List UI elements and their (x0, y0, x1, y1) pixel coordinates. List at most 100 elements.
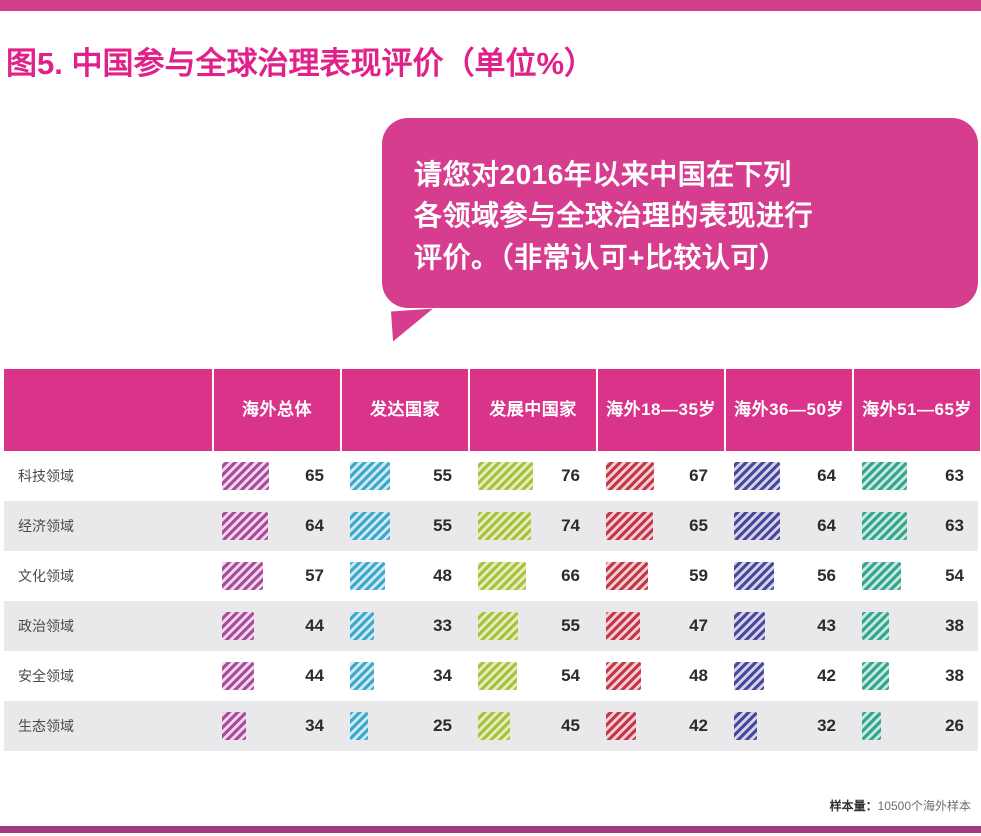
data-cell: 38 (852, 651, 978, 701)
table-header-cell: 海外 51—65岁 (854, 369, 980, 451)
value-bar (606, 662, 641, 690)
data-cell: 66 (468, 551, 594, 601)
data-cell: 64 (724, 501, 850, 551)
value-bar (350, 712, 368, 740)
data-cell: 67 (596, 451, 722, 501)
value-label: 45 (561, 716, 580, 735)
callout-bubble: 请您对2016年以来中国在下列 各领域参与全球治理的表现进行 评价。（非常认可+… (382, 118, 978, 342)
value-bar (478, 612, 518, 640)
value-bar (734, 662, 764, 690)
value-label: 65 (305, 466, 324, 485)
table-header-line: 51—65岁 (897, 399, 972, 419)
data-cell: 59 (596, 551, 722, 601)
value-label: 47 (689, 616, 708, 635)
data-cell: 44 (212, 601, 338, 651)
table-header-line: 海外 (734, 399, 770, 419)
data-cell: 54 (468, 651, 594, 701)
value-label: 33 (433, 616, 452, 635)
data-cell: 42 (724, 651, 850, 701)
data-cell: 55 (340, 451, 466, 501)
row-label: 政治领域 (18, 618, 74, 634)
value-bar (478, 562, 526, 590)
data-cell: 47 (596, 601, 722, 651)
value-bar (734, 512, 780, 540)
table-header-line: 海外 (606, 399, 642, 419)
data-cell: 64 (212, 501, 338, 551)
value-label: 76 (561, 466, 580, 485)
data-cell: 33 (340, 601, 466, 651)
value-bar (222, 662, 254, 690)
table-header-line: 国家 (541, 399, 577, 419)
data-cell: 63 (852, 501, 978, 551)
table-header-row: 海外总体 发达国家 发展中 国家 海外 18—35岁 海外 36—50岁 海外 51—6… (4, 369, 980, 451)
value-label: 43 (817, 616, 836, 635)
value-bar (350, 662, 374, 690)
value-bar (222, 562, 263, 590)
value-label: 56 (817, 566, 836, 585)
value-label: 34 (433, 666, 452, 685)
data-cell: 55 (468, 601, 594, 651)
data-cell: 26 (852, 701, 978, 751)
data-cell: 57 (212, 551, 338, 601)
data-cell: 38 (852, 601, 978, 651)
value-label: 54 (945, 566, 964, 585)
value-label: 66 (561, 566, 580, 585)
value-bar (862, 712, 881, 740)
value-label: 64 (817, 466, 836, 485)
value-label: 55 (433, 466, 452, 485)
row-label: 生态领域 (18, 718, 74, 734)
data-cell: 25 (340, 701, 466, 751)
value-label: 48 (689, 666, 708, 685)
data-cell: 64 (724, 451, 850, 501)
value-bar (734, 562, 774, 590)
data-cell: 55 (340, 501, 466, 551)
table-header-line: 发达国家 (370, 399, 440, 419)
value-bar (350, 562, 385, 590)
row-label: 文化领域 (18, 568, 74, 584)
table-row: 政治领域 44 33 55 47 43 38 (4, 601, 978, 651)
value-bar (862, 612, 889, 640)
value-bar (862, 462, 907, 490)
callout-bubble-tail (391, 308, 435, 342)
value-bar (478, 662, 517, 690)
value-label: 57 (305, 566, 324, 585)
row-label: 安全领域 (18, 668, 74, 684)
table-header-cell: 发展中 国家 (470, 369, 596, 451)
value-label: 25 (433, 716, 452, 735)
callout-line-3: 评价。（非常认可+比较认可） (414, 241, 788, 273)
value-label: 48 (433, 566, 452, 585)
value-label: 44 (305, 616, 324, 635)
table-row: 文化领域 57 48 66 59 56 54 (4, 551, 978, 601)
data-cell: 54 (852, 551, 978, 601)
value-label: 44 (305, 666, 324, 685)
table-row: 经济领域 64 55 74 65 64 63 (4, 501, 978, 551)
value-label: 64 (305, 516, 324, 535)
value-label: 63 (945, 516, 964, 535)
table-header-line: 海外总体 (242, 399, 312, 419)
data-cell: 44 (212, 651, 338, 701)
page-title: 图5. 中国参与全球治理表现评价（单位%） (6, 46, 596, 81)
data-cell: 65 (212, 451, 338, 501)
table-header-line: 36—50岁 (769, 399, 844, 419)
data-cell: 63 (852, 451, 978, 501)
value-bar (734, 712, 757, 740)
value-label: 32 (817, 716, 836, 735)
value-bar (478, 712, 510, 740)
table-header-cell: 海外 18—35岁 (598, 369, 724, 451)
sample-size-value: 10500个海外样本 (877, 799, 971, 813)
callout-bubble-body: 请您对2016年以来中国在下列 各领域参与全球治理的表现进行 评价。（非常认可+… (382, 118, 978, 309)
table-row: 科技领域 65 55 76 67 64 63 (4, 451, 978, 501)
value-label: 26 (945, 716, 964, 735)
table-header-line: 海外 (862, 399, 898, 419)
data-cell: 45 (468, 701, 594, 751)
value-bar (222, 612, 254, 640)
value-label: 59 (689, 566, 708, 585)
value-label: 38 (945, 666, 964, 685)
value-bar (222, 462, 269, 490)
table-body: 科技领域 65 55 76 67 64 63 经济领域 64 55 74 65 64 63 文化领域 57 48… (4, 451, 978, 751)
value-bar (606, 462, 654, 490)
value-bar (862, 662, 889, 690)
value-bar (350, 462, 390, 490)
table-row: 安全领域 44 34 54 48 42 38 (4, 651, 978, 701)
